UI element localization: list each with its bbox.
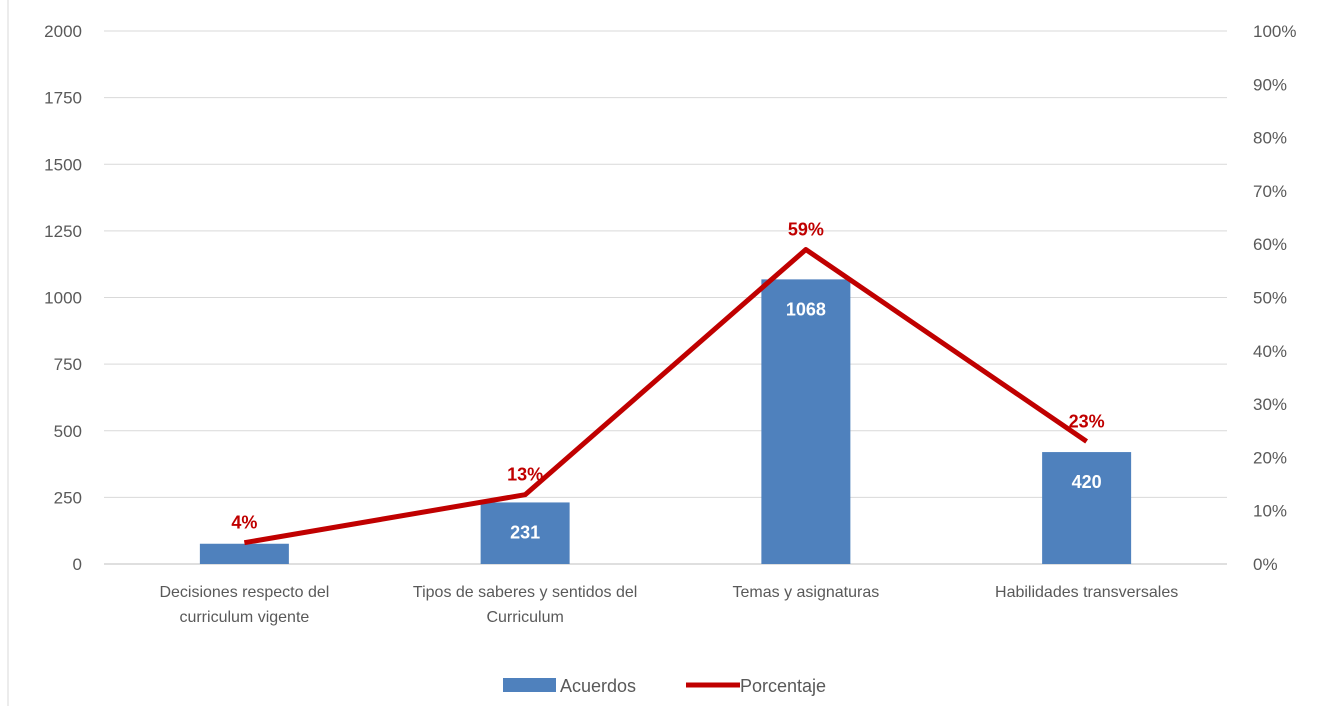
left-tick-label: 1000 <box>44 289 82 308</box>
gridlines <box>104 30 1227 565</box>
acuerdos-bar-value: 420 <box>1072 472 1102 492</box>
right-axis-ticks: 0% 10% 20% 30% 40% 50% 60% 70% 80% 90% 100% <box>1253 22 1296 574</box>
acuerdos-bar <box>761 279 851 564</box>
porcentaje-value-label: 59% <box>788 220 824 240</box>
porcentaje-value-label: 23% <box>1069 411 1105 431</box>
right-tick-label: 70% <box>1253 182 1287 201</box>
left-axis-ticks: 0 250 500 750 1000 1250 1500 1750 2000 <box>44 22 82 574</box>
left-tick-label: 750 <box>54 355 82 374</box>
acuerdos-bar <box>1042 452 1132 564</box>
right-tick-label: 40% <box>1253 342 1287 361</box>
porcentaje-line-group <box>243 247 1089 546</box>
category-label: Tipos de saberes y sentidos del Curriculu… <box>413 584 637 626</box>
acuerdos-bar-value: 231 <box>510 522 540 542</box>
left-tick-label: 500 <box>54 422 82 441</box>
right-tick-label: 90% <box>1253 75 1287 94</box>
acuerdos-bar-labels: 76 231 1068 420 <box>234 299 1102 584</box>
porcentaje-value-label: 4% <box>231 513 257 533</box>
acuerdos-bar <box>480 502 570 564</box>
right-tick-label: 80% <box>1253 129 1287 148</box>
porcentaje-line <box>243 247 1089 546</box>
acuerdos-bars <box>199 279 1132 564</box>
left-tick-label: 1250 <box>44 222 82 241</box>
left-tick-label: 1750 <box>44 89 82 108</box>
right-tick-label: 100% <box>1253 22 1296 41</box>
right-tick-label: 50% <box>1253 289 1287 308</box>
legend-swatch-acuerdos <box>503 678 556 692</box>
acuerdos-bar-value: 1068 <box>786 299 826 319</box>
right-tick-label: 30% <box>1253 395 1287 414</box>
porcentaje-value-label: 13% <box>507 465 543 485</box>
left-tick-label: 1500 <box>44 155 82 174</box>
acuerdos-bar <box>199 543 289 564</box>
left-tick-label: 0 <box>73 555 82 574</box>
category-label: Habilidades transversales <box>995 584 1178 601</box>
left-tick-label: 250 <box>54 488 82 507</box>
legend-label-acuerdos: Acuerdos <box>560 676 636 696</box>
acuerdos-bar-value: 76 <box>234 564 254 584</box>
right-tick-label: 20% <box>1253 448 1287 467</box>
category-labels: Decisiones respecto del curriculum vigent… <box>159 584 1178 626</box>
right-tick-label: 60% <box>1253 235 1287 254</box>
right-tick-label: 10% <box>1253 502 1287 521</box>
category-label: Decisiones respecto del curriculum vigent… <box>159 584 329 626</box>
category-label: Temas y asignaturas <box>733 584 880 601</box>
legend: Acuerdos Porcentaje <box>503 676 826 696</box>
legend-label-porcentaje: Porcentaje <box>740 676 826 696</box>
porcentaje-labels: 4% 13% 59% 23% <box>231 220 1104 533</box>
left-tick-label: 2000 <box>44 22 82 41</box>
right-tick-label: 0% <box>1253 555 1278 574</box>
